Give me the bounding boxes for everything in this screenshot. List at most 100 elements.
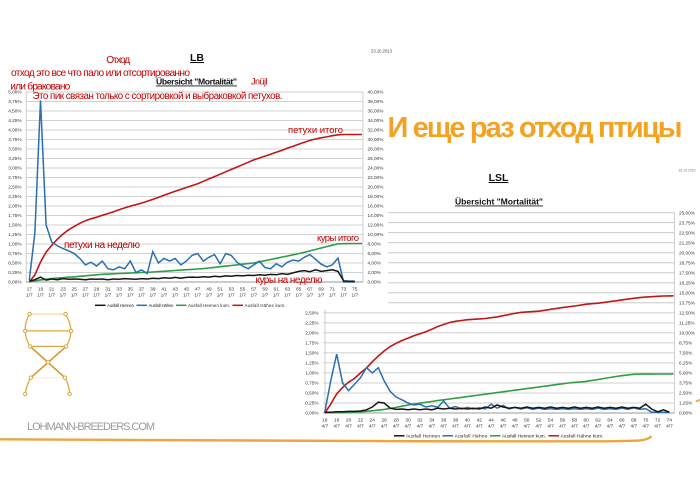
svg-text:20,00%: 20,00% [679, 251, 695, 256]
svg-text:53: 53 [229, 287, 235, 293]
svg-text:1/7: 1/7 [149, 293, 156, 299]
svg-text:1/7: 1/7 [48, 293, 55, 299]
svg-text:Ausfall Hennen kum.: Ausfall Hennen kum. [502, 434, 546, 440]
svg-text:63: 63 [285, 287, 291, 293]
svg-text:13,75%: 13,75% [679, 301, 695, 306]
svg-text:1/7: 1/7 [351, 293, 358, 299]
svg-text:4/7: 4/7 [357, 424, 364, 430]
svg-text:4/7: 4/7 [452, 424, 459, 430]
svg-text:1/7: 1/7 [60, 293, 67, 299]
svg-text:0,25%: 0,25% [8, 270, 21, 275]
svg-text:61: 61 [274, 287, 280, 293]
svg-text:1/7: 1/7 [307, 293, 314, 299]
svg-text:Jnüjl: Jnüjl [251, 76, 268, 86]
svg-text:22,00%: 22,00% [368, 175, 384, 180]
svg-text:33: 33 [116, 287, 122, 293]
svg-text:36,00%: 36,00% [368, 109, 384, 114]
svg-text:Ausfall Hähne: Ausfall Hähne [149, 303, 175, 308]
svg-text:2,00%: 2,00% [368, 270, 381, 275]
svg-text:27: 27 [83, 287, 89, 293]
svg-text:2,25%: 2,25% [305, 321, 318, 326]
svg-text:LOHMANN-BREEDERS.COM: LOHMANN-BREEDERS.COM [27, 421, 155, 433]
svg-text:0,00%: 0,00% [368, 280, 381, 285]
svg-text:22: 22 [358, 418, 364, 424]
svg-text:48: 48 [512, 418, 518, 424]
svg-text:37: 37 [139, 287, 145, 293]
svg-text:41: 41 [161, 287, 167, 293]
svg-text:12,50%: 12,50% [679, 311, 695, 316]
svg-text:57: 57 [251, 287, 257, 293]
svg-text:0,00%: 0,00% [8, 280, 21, 285]
svg-text:1/7: 1/7 [329, 293, 336, 299]
svg-text:5,00%: 5,00% [8, 90, 21, 95]
svg-text:4,00%: 4,00% [8, 128, 21, 133]
svg-text:4,50%: 4,50% [8, 109, 21, 114]
svg-text:Отход: Отход [106, 55, 130, 66]
svg-text:4/7: 4/7 [547, 424, 554, 430]
svg-text:4/7: 4/7 [321, 424, 328, 430]
svg-text:62: 62 [595, 418, 601, 424]
svg-text:1/7: 1/7 [217, 293, 224, 299]
svg-text:18: 18 [334, 418, 340, 424]
svg-text:2,50%: 2,50% [679, 391, 692, 396]
svg-text:24,00%: 24,00% [368, 166, 384, 171]
svg-text:68: 68 [631, 418, 637, 424]
svg-text:36: 36 [441, 418, 447, 424]
svg-text:Ausfall Hähne kum.: Ausfall Hähne kum. [245, 303, 286, 308]
svg-text:31: 31 [105, 287, 111, 293]
svg-text:67: 67 [307, 287, 313, 293]
svg-text:56: 56 [560, 418, 566, 424]
svg-text:1/7: 1/7 [138, 293, 145, 299]
svg-text:куры итого: куры итого [317, 233, 359, 244]
svg-text:23.10.2013: 23.10.2013 [371, 49, 393, 54]
svg-text:0,75%: 0,75% [305, 381, 318, 386]
svg-text:28,00%: 28,00% [368, 147, 384, 152]
svg-text:Ausfall Hähne: Ausfall Hähne [455, 434, 488, 440]
svg-text:4/7: 4/7 [464, 424, 471, 430]
svg-text:45: 45 [184, 287, 190, 293]
svg-text:73: 73 [341, 287, 347, 293]
svg-text:23,75%: 23,75% [679, 220, 695, 225]
svg-text:71: 71 [330, 287, 336, 293]
svg-text:10,00%: 10,00% [368, 232, 384, 237]
svg-text:2,00%: 2,00% [8, 204, 21, 209]
svg-text:Это пик связан только с сортир: Это пик связан только с сортировкой и вы… [33, 91, 283, 102]
svg-text:4/7: 4/7 [333, 424, 340, 430]
svg-text:64: 64 [607, 418, 613, 424]
svg-text:55: 55 [240, 287, 246, 293]
svg-text:72: 72 [655, 418, 661, 424]
svg-text:3,50%: 3,50% [8, 147, 21, 152]
svg-text:4/7: 4/7 [476, 424, 483, 430]
svg-text:4/7: 4/7 [393, 424, 400, 430]
svg-text:1,25%: 1,25% [305, 361, 318, 366]
svg-text:42: 42 [477, 418, 483, 424]
svg-text:1/7: 1/7 [318, 293, 325, 299]
svg-text:20: 20 [346, 418, 352, 424]
svg-text:2,50%: 2,50% [305, 311, 318, 316]
svg-text:4/7: 4/7 [630, 424, 637, 430]
svg-text:17: 17 [27, 287, 33, 293]
svg-text:47: 47 [195, 287, 201, 293]
svg-text:14,00%: 14,00% [368, 213, 384, 218]
svg-text:1,50%: 1,50% [305, 351, 318, 356]
svg-text:51: 51 [217, 287, 223, 293]
svg-text:1,75%: 1,75% [305, 341, 318, 346]
svg-text:4,75%: 4,75% [8, 99, 21, 104]
svg-text:25,00%: 25,00% [679, 210, 695, 215]
svg-text:1,75%: 1,75% [8, 213, 21, 218]
svg-text:0,75%: 0,75% [8, 251, 21, 256]
svg-text:8,75%: 8,75% [679, 341, 692, 346]
svg-text:39: 39 [150, 287, 156, 293]
svg-text:1/7: 1/7 [262, 293, 269, 299]
svg-text:1/7: 1/7 [295, 293, 302, 299]
svg-text:30: 30 [405, 418, 411, 424]
svg-text:0,25%: 0,25% [305, 401, 318, 406]
svg-text:Ausfall Hennen kum.: Ausfall Hennen kum. [188, 303, 230, 308]
svg-text:1/7: 1/7 [105, 293, 112, 299]
svg-text:21,25%: 21,25% [679, 240, 695, 245]
svg-text:Ausfall Hennen: Ausfall Hennen [406, 434, 440, 440]
svg-text:Ausfall Hähne kum.: Ausfall Hähne kum. [561, 434, 604, 440]
svg-text:16: 16 [322, 418, 328, 424]
svg-text:1/7: 1/7 [127, 293, 134, 299]
svg-text:12,00%: 12,00% [368, 223, 384, 228]
